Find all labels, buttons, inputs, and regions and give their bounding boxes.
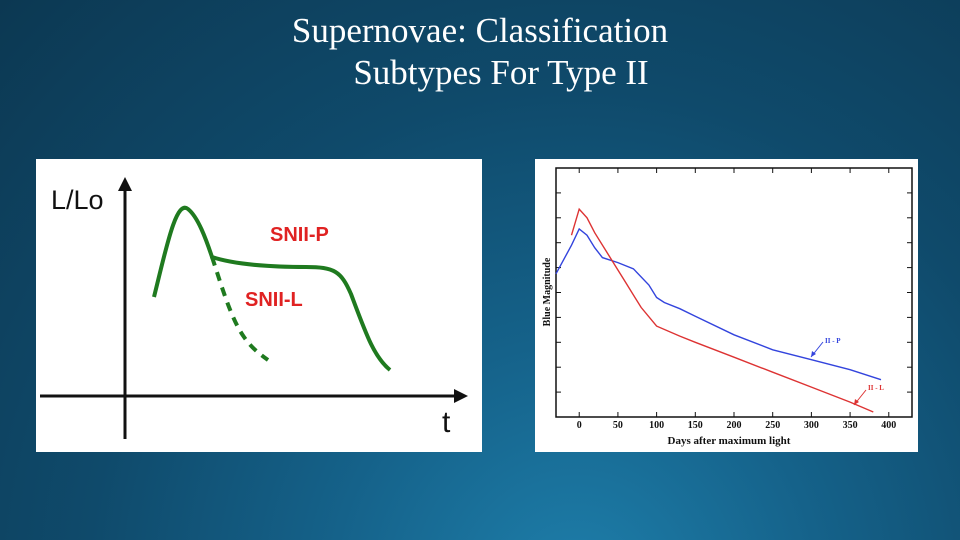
series-line-snii-p xyxy=(152,205,392,372)
x-tick-label: 250 xyxy=(765,420,780,431)
x-tick-label: 200 xyxy=(727,420,742,431)
x-tick-label: 150 xyxy=(688,420,703,431)
y-axis-label: L/Lo xyxy=(51,185,104,215)
x-axis-label: t xyxy=(442,406,451,439)
x-tick-label: 300 xyxy=(804,420,819,431)
series-label-snii-p: SNII-P xyxy=(270,224,329,246)
slide-title: Supernovae: Classification Subtypes For … xyxy=(0,10,960,94)
x-tick-label: 400 xyxy=(881,420,896,431)
title-line-1: Supernovae: Classification xyxy=(291,11,669,50)
x-tick-label: 100 xyxy=(649,420,664,431)
x-axis-label: Days after maximum light xyxy=(668,435,791,447)
x-tick-label: 0 xyxy=(577,420,582,431)
title-line-2: Subtypes For Type II xyxy=(353,53,649,92)
y-axis-arrow-icon xyxy=(118,177,132,191)
schematic-lightcurve-panel: L/Lo t SNII-P SNII-L xyxy=(36,159,482,452)
x-tick-label: 50 xyxy=(613,420,623,431)
series-label-ii-p: II - P xyxy=(825,337,841,345)
plot-frame xyxy=(555,167,913,418)
schematic-lightcurve-chart: L/Lo t SNII-P SNII-L xyxy=(40,177,468,439)
y-axis-label: Blue Magnitude xyxy=(542,257,553,326)
series-line-ii-l xyxy=(570,207,874,413)
series-line-ii-p xyxy=(555,227,882,381)
annotation-arrowhead-icon xyxy=(854,399,859,405)
x-axis-arrow-icon xyxy=(454,389,468,403)
x-tick-label: 350 xyxy=(843,420,858,431)
observed-lightcurve-chart: 0 50 100 150 200 250 300 350 400 II - P II - L Da… xyxy=(542,167,913,447)
series-label-ii-l: II - L xyxy=(868,384,884,392)
series-label-snii-l: SNII-L xyxy=(245,289,303,311)
observed-lightcurve-panel: 0 50 100 150 200 250 300 350 400 II - P II - L Da… xyxy=(535,159,918,452)
series-line-snii-l xyxy=(210,256,270,362)
annotation-arrowhead-icon xyxy=(811,351,816,357)
